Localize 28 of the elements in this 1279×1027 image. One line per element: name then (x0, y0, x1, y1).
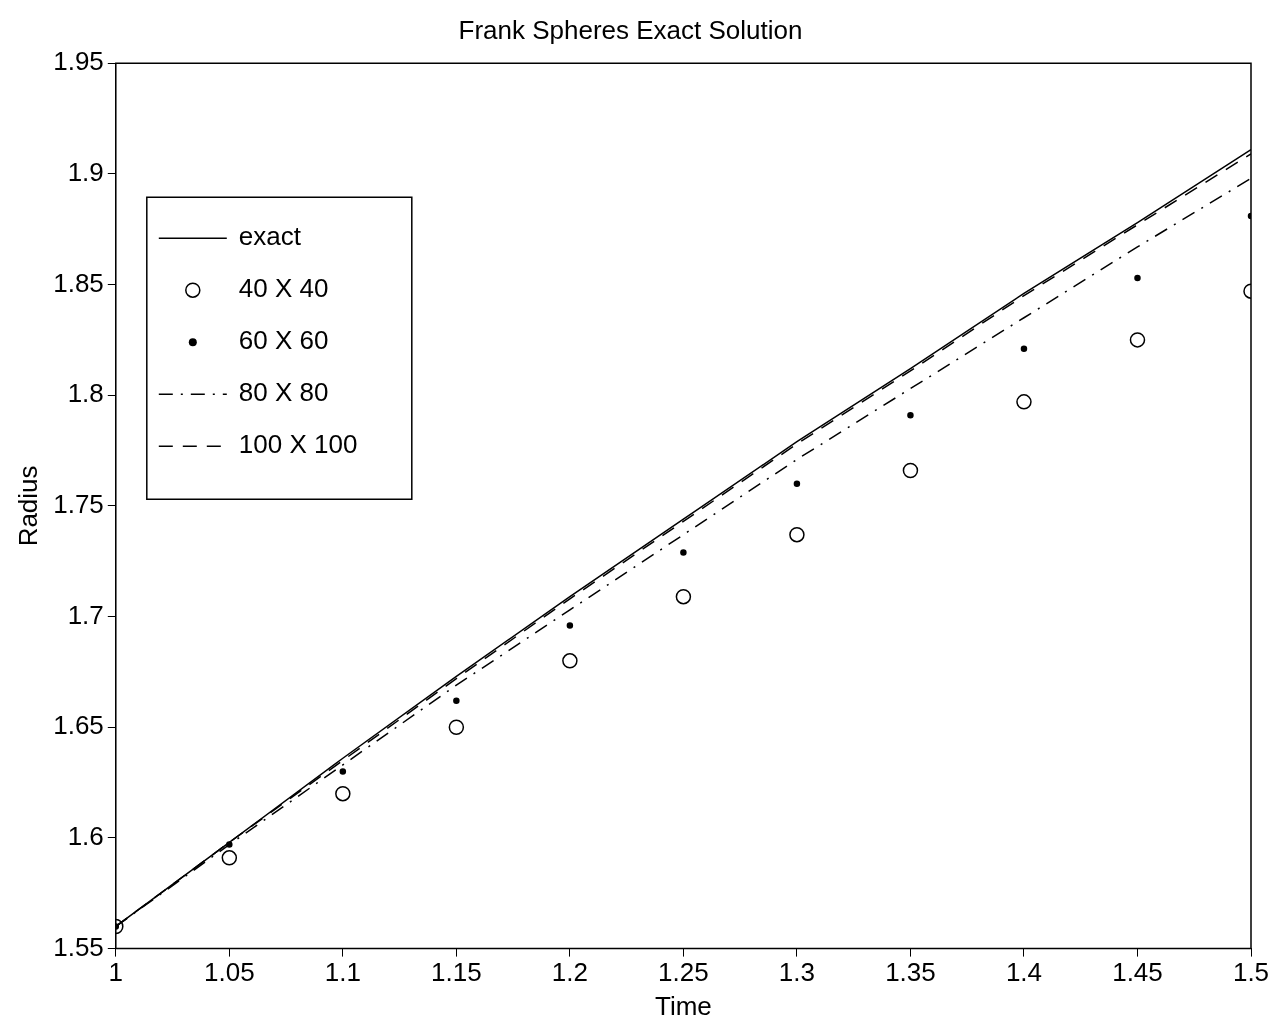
legend-label: exact (238, 221, 302, 252)
x-tick-label: 1.2 (551, 957, 588, 988)
x-tick-label: 1.15 (431, 957, 482, 988)
legend-label: 60 X 60 (238, 325, 329, 356)
y-axis-title: Radius (12, 465, 43, 547)
chart-title: Frank Spheres Exact Solution (458, 14, 803, 45)
x-tick-label: 1.3 (778, 957, 815, 988)
x-tick-label: 1.25 (658, 957, 709, 988)
x-tick-label: 1.05 (204, 957, 255, 988)
legend-label: 80 X 80 (238, 377, 329, 408)
y-tick-label: 1.7 (67, 599, 104, 630)
x-tick-label: 1.45 (1112, 957, 1163, 988)
x-tick-label: 1.5 (1232, 957, 1270, 988)
y-tick-label: 1.95 (53, 46, 104, 77)
x-tick-label: 1.1 (324, 957, 361, 988)
legend-label: 100 X 100 (238, 429, 358, 460)
y-tick-label: 1.6 (67, 821, 104, 852)
x-axis-title: Time (655, 990, 712, 1021)
y-tick-label: 1.75 (53, 489, 104, 520)
x-tick-label: 1 (108, 957, 124, 988)
y-tick-label: 1.85 (53, 267, 104, 298)
x-tick-label: 1.35 (885, 957, 936, 988)
legend-label: 40 X 40 (238, 273, 329, 304)
y-tick-label: 1.55 (53, 931, 104, 962)
y-tick-label: 1.65 (53, 710, 104, 741)
y-tick-label: 1.9 (67, 157, 104, 188)
x-tick-label: 1.4 (1005, 957, 1043, 988)
y-tick-label: 1.8 (67, 378, 104, 409)
